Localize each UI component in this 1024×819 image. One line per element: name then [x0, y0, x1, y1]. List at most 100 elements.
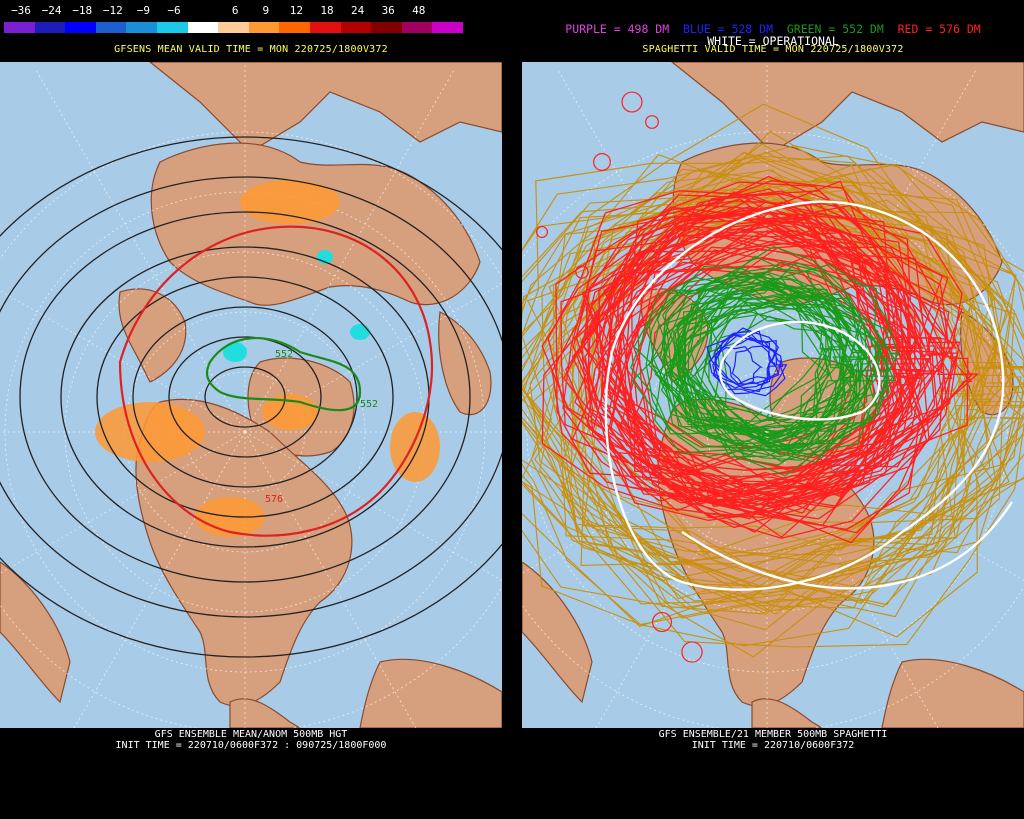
spaghetti-map — [522, 62, 1024, 728]
552-member-contour — [663, 275, 868, 435]
outer-member-contour — [558, 204, 1024, 615]
outer-member-contour — [534, 201, 1016, 554]
anomaly-colorbar — [4, 22, 463, 33]
outer-member-contour — [522, 143, 1024, 563]
576-member-contour — [619, 211, 950, 539]
land-shape — [149, 62, 502, 153]
mean-footer-init-time: INIT TIME = 220710/0600F372 : 090725/180… — [115, 740, 387, 751]
576-member-contour — [607, 247, 915, 515]
spaghetti-legend: PURPLE = 498 DM BLUE = 528 DM GREEN = 55… — [522, 22, 1024, 36]
contour-label: 552 — [275, 349, 293, 360]
outer-member-contour — [522, 199, 993, 609]
spaghetti-footer-title: GFS ENSEMBLE/21 MEMBER 500MB SPAGHETTI — [658, 729, 888, 740]
colorbar-swatch — [34, 22, 66, 33]
spaghetti-panel: PURPLE = 498 DM BLUE = 528 DM GREEN = 55… — [522, 0, 1024, 819]
552-member-contour — [633, 265, 847, 436]
colorbar-swatch — [156, 22, 188, 33]
colorbar-tick-label: 48 — [412, 4, 426, 17]
land-shape — [751, 698, 824, 728]
mean-valid-time-header: GFSENS MEAN VALID TIME = MON 220725/1800… — [114, 44, 388, 55]
small-red-contour — [535, 225, 549, 239]
colorbar-tick-label: 6 — [231, 4, 239, 17]
height-contour — [19, 211, 471, 583]
land-shape — [438, 311, 492, 416]
576-member-contour — [601, 236, 876, 487]
colorbar-swatch — [4, 22, 35, 33]
contour-label: 552 — [360, 399, 378, 410]
colorbar-tick-label: 12 — [289, 4, 304, 17]
ensemble-mean-panel: −36 −24 −18 −12 −9 −6 6 9 12 18 24 36 48 GFSENS MEAN… — [0, 0, 502, 819]
longitude-line — [244, 431, 417, 728]
height-contour — [96, 276, 394, 518]
colorbar-tick-label: −18 — [72, 4, 93, 17]
552-member-contour — [650, 273, 852, 438]
576-member-contour — [619, 240, 914, 509]
colorbar-tick-label: −12 — [102, 4, 123, 17]
height-contour — [204, 366, 286, 428]
528-member-contour — [706, 327, 780, 389]
longitude-line — [244, 431, 502, 581]
colorbar-swatch — [65, 22, 96, 33]
land-shape — [522, 561, 593, 704]
small-red-contour — [645, 115, 659, 129]
552-member-contour — [707, 288, 863, 424]
colorbar-swatch — [248, 22, 280, 33]
contour-576 — [118, 225, 434, 537]
576-member-contour — [608, 201, 948, 506]
colorbar-tick-label: 24 — [350, 4, 365, 17]
spaghetti-552-members — [630, 245, 900, 477]
552-member-contour — [660, 271, 870, 447]
552-member-contour — [663, 261, 900, 441]
552-member-contour — [679, 264, 899, 451]
552-member-contour — [676, 280, 866, 443]
528-member-contour — [714, 333, 780, 385]
outer-member-contour — [553, 130, 997, 579]
576-member-contour — [551, 191, 941, 529]
576-member-contour — [600, 219, 889, 478]
552-member-contour — [648, 281, 846, 450]
contour-label: 576 — [265, 494, 283, 505]
colorbar-tick-label: −24 — [41, 4, 62, 17]
colorbar-tick-label: −6 — [167, 4, 181, 17]
outer-member-contour — [522, 183, 1024, 609]
legend-item: GREEN = 552 DM — [786, 22, 898, 36]
small-red-contour — [681, 641, 703, 663]
outer-member-contour — [522, 202, 1008, 647]
land-shape — [0, 561, 71, 704]
scattered-small-contours — [535, 91, 703, 663]
operational-576-contour — [604, 200, 1005, 591]
land-shape — [150, 142, 481, 306]
land-shape — [359, 658, 502, 728]
operational-552-contour — [719, 320, 881, 421]
negative-anomaly — [350, 324, 370, 340]
colorbar-swatch — [401, 22, 433, 33]
spaghetti-valid-time-header: SPAGHETTI VALID TIME = MON 220725/1800V3… — [642, 44, 904, 55]
small-red-contour — [593, 153, 611, 171]
operational-legend: WHITE = OPERATIONAL — [707, 34, 839, 48]
colorbar-swatch — [218, 22, 249, 33]
spaghetti-footer-init-time: INIT TIME = 220710/0600F372 — [691, 740, 855, 751]
small-red-contour — [651, 611, 673, 633]
land-shape — [229, 698, 302, 728]
height-contour — [132, 306, 358, 488]
colorbar-tick-label: 18 — [320, 4, 334, 17]
height-contour — [0, 136, 502, 658]
colorbar-swatch — [432, 22, 463, 33]
land-shape — [118, 288, 187, 383]
colorbar-swatch — [340, 22, 372, 33]
576-member-contour — [591, 265, 903, 507]
outer-member-contour — [522, 181, 1024, 628]
height-contour — [168, 336, 322, 458]
mean-footer-title: GFS ENSEMBLE MEAN/ANOM 500MB HGT — [154, 729, 348, 740]
positive-anomaly — [95, 402, 205, 462]
552-member-contour — [688, 308, 855, 445]
552-member-contour — [708, 313, 871, 447]
colorbar-swatch — [187, 22, 219, 33]
contour-552 — [205, 336, 362, 412]
longitude-line — [0, 290, 246, 433]
552-member-contour — [698, 261, 896, 456]
colorbar-swatch — [95, 22, 127, 33]
outer-member-contour — [523, 188, 984, 599]
552-member-contour — [656, 271, 834, 433]
552-member-contour — [681, 282, 882, 457]
